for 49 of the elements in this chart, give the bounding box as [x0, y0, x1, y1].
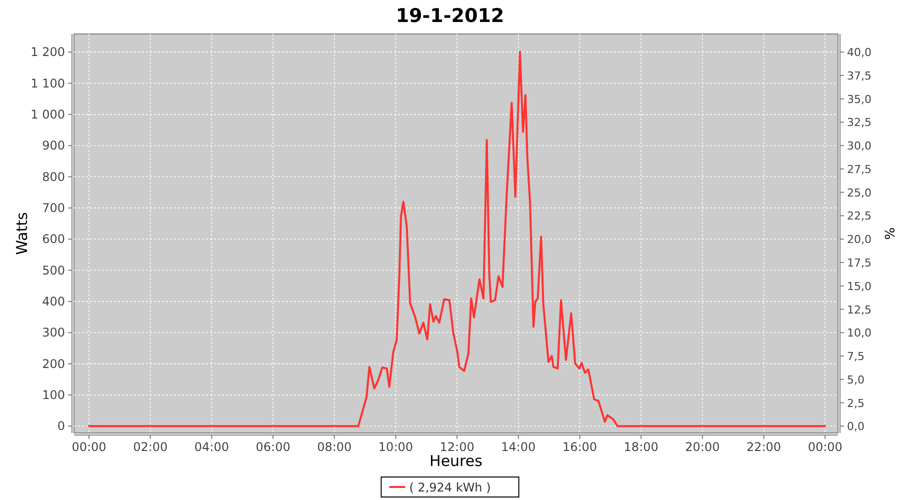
y-tick-label: 600	[42, 232, 65, 246]
y2-tick-label: 20,0	[847, 233, 872, 246]
x-tick-label: 20:00	[685, 440, 720, 454]
y2-tick-label: 7,5	[847, 350, 864, 364]
y2-tick-label: 30,0	[847, 140, 872, 153]
y-tick-label: 1 200	[30, 45, 65, 60]
y2-tick-label: 25,0	[847, 186, 872, 200]
x-tick-label: 06:00	[256, 440, 290, 454]
y2-tick-label: 15,0	[847, 280, 872, 293]
y-tick-label: 500	[42, 263, 65, 278]
y2-tick-label: 17,5	[847, 256, 872, 270]
x-tick-label: 04:00	[194, 440, 230, 454]
y2-tick-label: 10,0	[847, 326, 872, 340]
y-tick-label: 700	[42, 200, 65, 215]
x-tick-label: 22:00	[746, 440, 782, 454]
y-tick-label: 1 000	[30, 107, 65, 122]
y2-tick-label: 37,5	[847, 69, 872, 82]
x-tick-label: 00:00	[808, 440, 842, 454]
x-tick-label: 14:00	[501, 440, 536, 454]
x-tick-label: 18:00	[624, 440, 658, 454]
y-tick-label: 400	[42, 294, 65, 308]
x-tick-label: 10:00	[378, 440, 414, 454]
chart-title: 19-1-2012	[396, 5, 504, 27]
x-tick-label: 02:00	[133, 440, 168, 454]
y-tick-label: 0	[57, 419, 65, 434]
y2-tick-label: 32,5	[847, 116, 872, 130]
y-tick-label: 200	[42, 356, 65, 371]
legend-label: ( 2,924 kWh )	[409, 480, 491, 494]
x-tick-label: 12:00	[440, 440, 474, 454]
x-tick-label: 16:00	[562, 440, 598, 454]
y-tick-label: 300	[42, 326, 65, 340]
line-series	[88, 50, 826, 428]
y-tick-label: 900	[42, 138, 65, 153]
x-tick-label: 00:00	[72, 440, 106, 454]
y-tick-label: 1 100	[30, 76, 65, 90]
y2-tick-label: 22,5	[847, 210, 872, 223]
x-axis-title: Heures	[430, 452, 483, 470]
y2-tick-label: 27,5	[847, 162, 872, 176]
y-axis-title: Watts	[13, 212, 31, 255]
y2-tick-label: 2,5	[847, 396, 864, 410]
y-tick-label: 100	[42, 388, 65, 402]
x-tick-label: 08:00	[317, 440, 352, 454]
y2-tick-label: 40,0	[847, 46, 872, 60]
y2-tick-label: 35,0	[847, 92, 872, 106]
y2-axis-title: %	[881, 227, 896, 240]
y2-tick-label: 0,0	[847, 420, 864, 434]
y2-tick-label: 5,0	[847, 373, 864, 386]
y-tick-label: 800	[42, 170, 65, 184]
y2-tick-label: 12,5	[847, 303, 872, 316]
